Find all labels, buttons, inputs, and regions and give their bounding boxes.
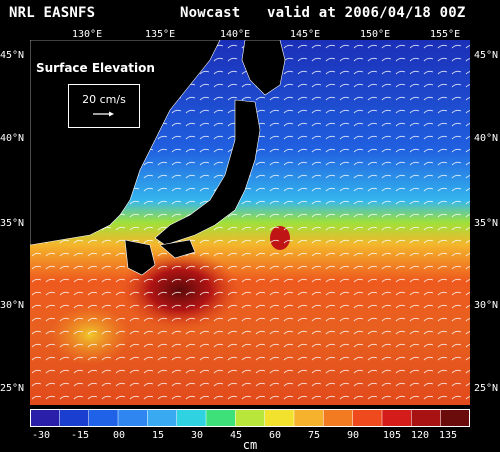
colorbar-cell bbox=[29, 408, 61, 428]
reference-vector-box: 20 cm/s bbox=[68, 84, 140, 128]
lat-label-40-right: 40°N bbox=[474, 133, 499, 144]
lat-label-25-left: 25°N bbox=[0, 383, 25, 394]
colorbar-cell bbox=[411, 408, 442, 428]
colorbar-cell bbox=[59, 408, 90, 428]
colorbar-tick: 105 bbox=[382, 430, 402, 441]
reference-arrow-icon bbox=[93, 111, 114, 117]
colorbar-tick: -15 bbox=[70, 430, 90, 441]
colorbar-cell bbox=[352, 408, 383, 428]
colorbar-cell bbox=[264, 408, 295, 428]
colorbar-frame bbox=[30, 409, 470, 427]
colorbar-tick: 75 bbox=[307, 430, 321, 441]
colorbar-tick: 00 bbox=[112, 430, 126, 441]
colorbar-cell bbox=[440, 408, 471, 428]
colorbar-tick: 45 bbox=[229, 430, 243, 441]
shikoku bbox=[159, 239, 196, 259]
lon-label-135: 135°E bbox=[145, 29, 176, 40]
lon-label-140: 140°E bbox=[220, 29, 251, 40]
lat-label-30-left: 30°N bbox=[0, 300, 25, 311]
colorbar-tick: 135 bbox=[438, 430, 458, 441]
product-name: Nowcast bbox=[180, 5, 241, 21]
colorbar-tick: 120 bbox=[410, 430, 430, 441]
colorbar-units: cm bbox=[242, 438, 258, 452]
colorbar bbox=[29, 408, 471, 428]
kyushu bbox=[124, 239, 156, 276]
colorbar-cell bbox=[293, 408, 325, 428]
lon-label-130: 130°E bbox=[72, 29, 103, 40]
land bbox=[30, 40, 286, 276]
sea-surface-map bbox=[30, 40, 470, 405]
map-canvas bbox=[30, 40, 470, 405]
valid-time: valid at 2006/04/18 00Z bbox=[267, 5, 466, 21]
lon-label-150: 150°E bbox=[360, 29, 391, 40]
colorbar-tick: 30 bbox=[190, 430, 204, 441]
field-title: Surface Elevation bbox=[36, 61, 155, 75]
title-bar: NRL EASNFS Nowcast valid at 2006/04/18 0… bbox=[0, 0, 500, 22]
lat-label-40-left: 40°N bbox=[0, 133, 25, 144]
colorbar-cell bbox=[147, 408, 178, 428]
lat-label-45-left: 45°N bbox=[0, 50, 25, 61]
hokkaido bbox=[241, 40, 286, 96]
colorbar-tick: 60 bbox=[268, 430, 282, 441]
lat-label-45-right: 45°N bbox=[474, 50, 499, 61]
colorbar-cell bbox=[88, 408, 119, 428]
colorbar-cell bbox=[176, 408, 207, 428]
model-name: NRL EASNFS bbox=[9, 5, 96, 21]
reference-vector-label: 20 cm/s bbox=[82, 93, 126, 106]
continent-korea bbox=[30, 40, 221, 246]
colorbar-cell bbox=[205, 408, 237, 428]
colorbar-cell bbox=[235, 408, 266, 428]
colorbar-cell bbox=[117, 408, 149, 428]
colorbar-cell bbox=[323, 408, 354, 428]
lon-label-145: 145°E bbox=[290, 29, 321, 40]
colorbar-cell bbox=[381, 408, 413, 428]
lat-label-30-right: 30°N bbox=[474, 300, 499, 311]
colorbar-tick: 15 bbox=[151, 430, 165, 441]
lon-label-155: 155°E bbox=[430, 29, 461, 40]
colorbar-svg bbox=[29, 408, 471, 428]
honshu bbox=[154, 99, 261, 246]
lat-label-35-right: 35°N bbox=[474, 218, 499, 229]
colorbar-cells bbox=[29, 408, 471, 428]
lat-label-25-right: 25°N bbox=[474, 383, 499, 394]
colorbar-tick: -30 bbox=[31, 430, 51, 441]
lat-label-35-left: 35°N bbox=[0, 218, 25, 229]
colorbar-tick: 90 bbox=[346, 430, 360, 441]
